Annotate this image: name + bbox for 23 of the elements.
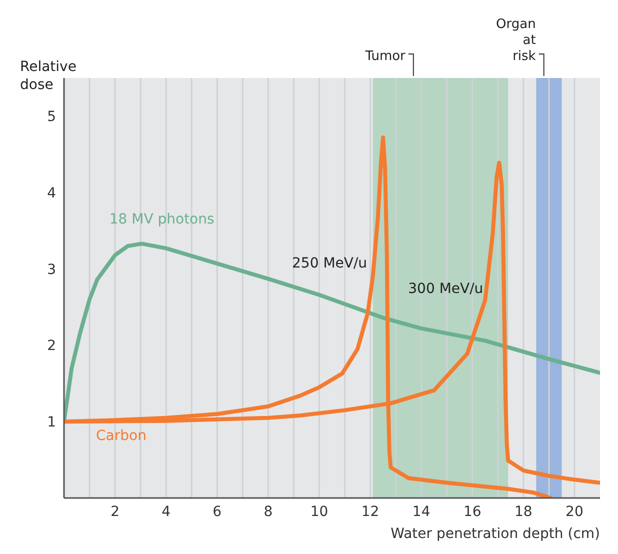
y-tick-label: 3 [47,262,56,278]
x-tick-label: 2 [110,504,120,520]
x-tick-label: 18 [514,504,532,520]
y-tick-label: 4 [47,186,56,202]
x-tick-label: 14 [412,504,430,520]
band-label: Tumor [364,49,406,64]
x-tick-label: 6 [212,504,222,520]
x-tick-label: 12 [361,504,380,520]
x-tick-label: 10 [310,504,328,520]
series-label: 18 MV photons [109,212,214,228]
series-label: 250 MeV/u [292,256,368,272]
y-tick-label: 1 [47,414,56,431]
x-tick-label: 4 [162,504,171,520]
annotation: Carbon [96,428,146,444]
y-tick-label: 2 [47,338,56,354]
x-tick-label: 16 [463,504,482,520]
x-tick-label: 20 [566,504,584,520]
x-tick-label: 8 [264,504,273,520]
y-tick-label: 5 [47,109,56,126]
y-axis-title: Relative dose [20,58,78,94]
series-label: 300 MeV/u [408,280,484,297]
band-label: Organ at risk [496,17,536,64]
x-axis-title: Water penetration depth (cm) [390,526,600,542]
